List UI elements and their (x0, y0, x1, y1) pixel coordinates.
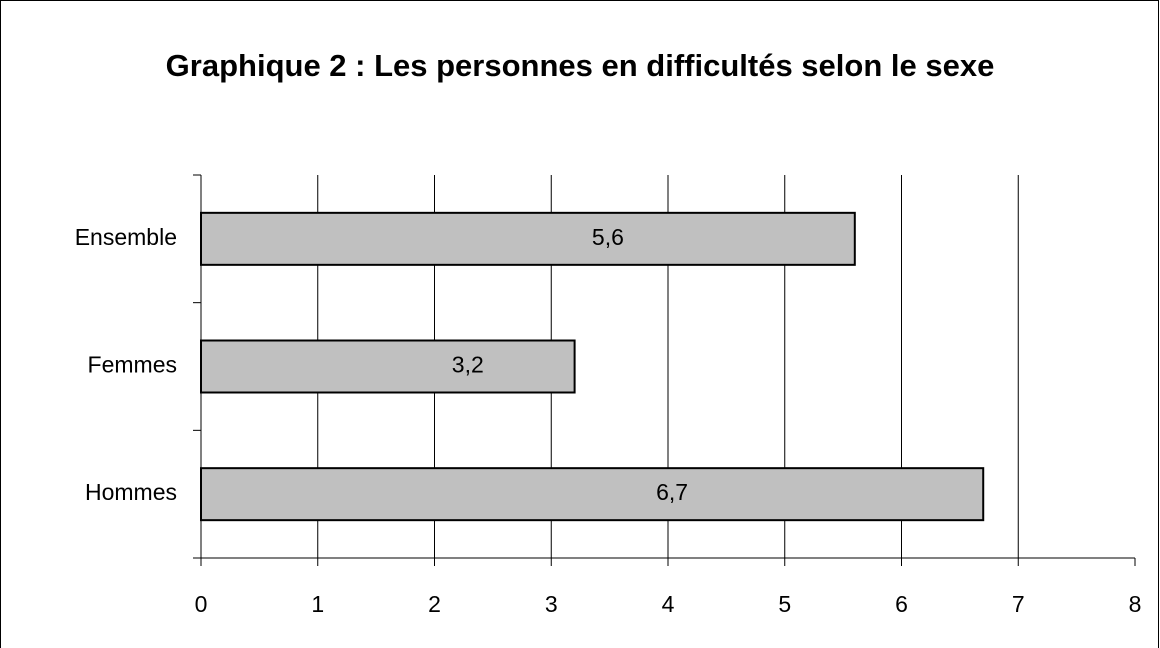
x-tick-label: 7 (1012, 591, 1025, 617)
chart-title: Graphique 2 : Les personnes en difficult… (165, 48, 995, 83)
y-tick-label: Femmes (88, 352, 177, 378)
value-label: 6,7 (656, 479, 688, 505)
bar (200, 211, 856, 266)
y-tick-label: Hommes (85, 479, 177, 505)
x-tick-label: 1 (311, 591, 324, 617)
x-tick-label: 3 (545, 591, 558, 617)
bar (200, 467, 985, 522)
y-tick-label: Ensemble (75, 224, 177, 250)
x-tick-label: 8 (1129, 591, 1142, 617)
value-label: 3,2 (452, 352, 484, 378)
x-tick-label: 2 (428, 591, 441, 617)
bar (200, 339, 576, 394)
value-label: 5,6 (592, 224, 624, 250)
x-tick-label: 4 (662, 591, 675, 617)
x-tick-label: 0 (195, 591, 208, 617)
x-tick-label: 6 (895, 591, 908, 617)
x-tick-label: 5 (778, 591, 791, 617)
